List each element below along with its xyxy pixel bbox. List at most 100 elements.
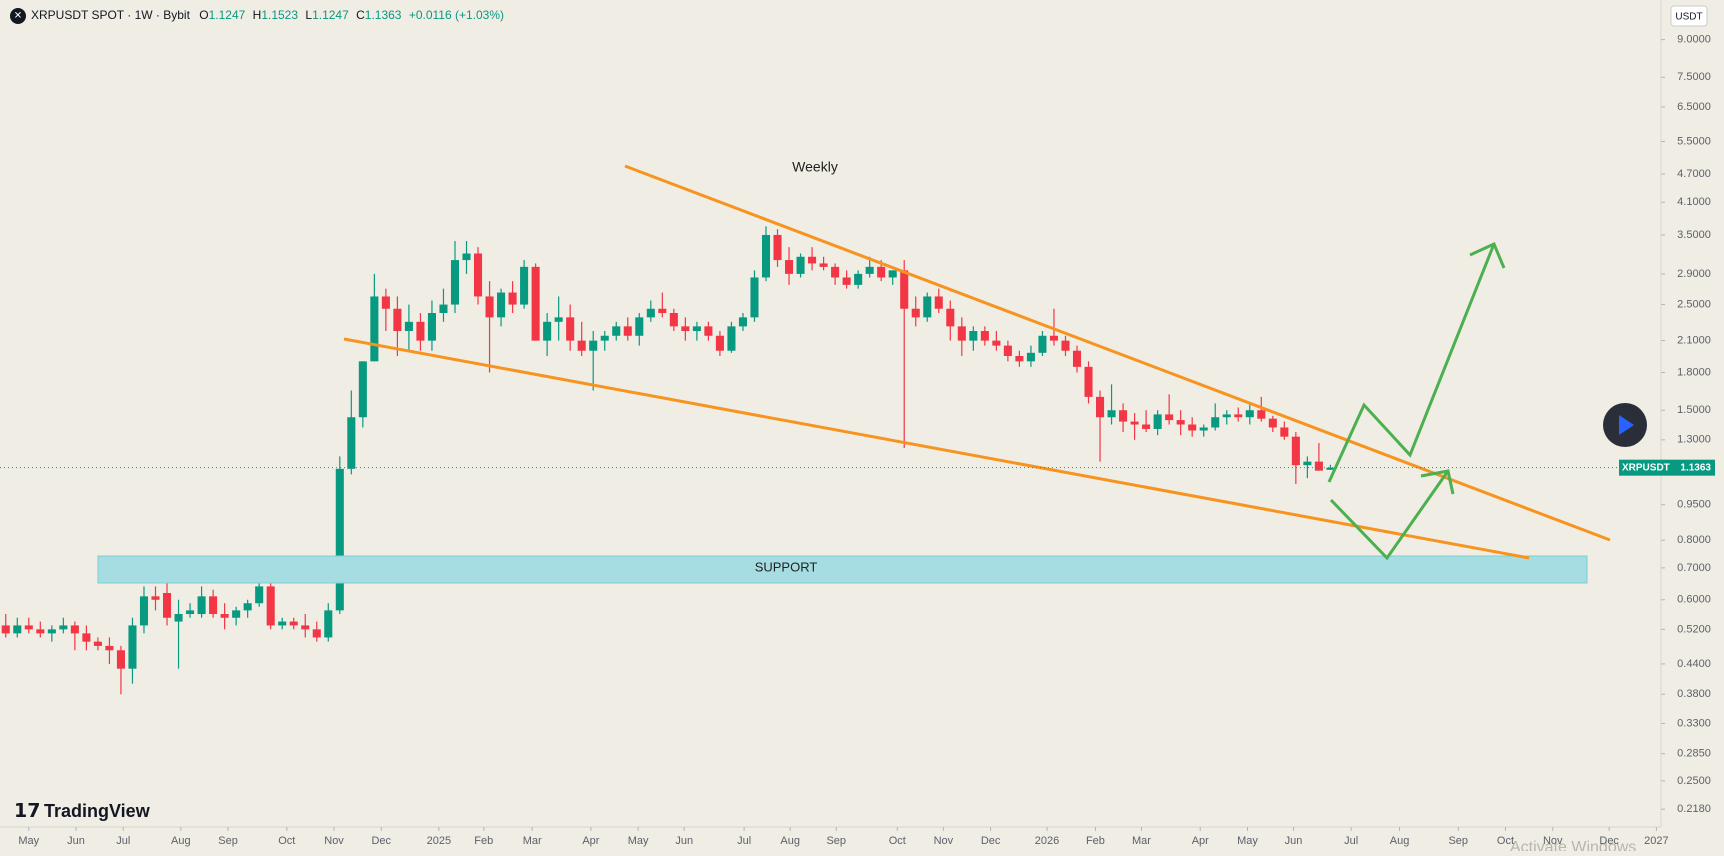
x-tick-label: Feb xyxy=(1086,835,1105,847)
candle-body xyxy=(1303,461,1312,466)
x-tick-label: Jun xyxy=(675,835,693,847)
candle-body xyxy=(531,266,540,341)
x-tick-label: Oct xyxy=(889,835,906,847)
y-tick-label: 1.5000 xyxy=(1677,404,1711,416)
support-label: SUPPORT xyxy=(755,559,818,574)
upper-trendline xyxy=(624,164,1611,542)
l-label: L xyxy=(305,8,312,22)
y-tick-label: 0.3800 xyxy=(1677,688,1711,700)
candle-body xyxy=(554,317,563,322)
candle-body xyxy=(1072,350,1082,367)
candle-body xyxy=(681,326,690,332)
candle-body xyxy=(1096,396,1105,418)
y-tick-label: 3.5000 xyxy=(1677,229,1711,241)
candle-body xyxy=(692,326,701,332)
alt-arrow xyxy=(1329,470,1450,561)
y-tick-label: 2.9000 xyxy=(1677,268,1711,280)
candle-body xyxy=(278,621,287,626)
y-tick-label: 0.2180 xyxy=(1677,803,1711,815)
candle-body xyxy=(174,614,183,622)
candle-body xyxy=(589,340,598,351)
lower-trendline xyxy=(343,337,1530,560)
x-tick-label: Sep xyxy=(1448,835,1468,847)
candle-body xyxy=(36,629,45,634)
candle-body xyxy=(1026,352,1035,362)
x-tick-label: Aug xyxy=(171,835,191,847)
candle-body xyxy=(934,296,943,309)
candle-body xyxy=(992,340,1001,346)
candle-body xyxy=(1176,420,1185,425)
candle-body xyxy=(1268,418,1277,428)
up-arrow xyxy=(1327,243,1496,483)
currency-button[interactable] xyxy=(1670,5,1708,27)
y-tick-label: 0.2500 xyxy=(1677,775,1711,787)
candle-body xyxy=(785,260,794,274)
candle-body xyxy=(473,253,483,297)
candle-body xyxy=(485,296,494,318)
candle-body xyxy=(335,468,344,611)
candle-body xyxy=(1130,421,1139,425)
candle-body xyxy=(623,326,632,336)
candle-body xyxy=(1107,410,1116,418)
candle-body xyxy=(715,335,724,351)
candle-body xyxy=(370,296,379,362)
c-value: 1.1363 xyxy=(365,8,402,22)
x-tick-label: 2025 xyxy=(427,835,451,847)
symbol: XRPUSDT SPOT · 1W · Bybit xyxy=(31,8,191,22)
candle-body xyxy=(635,317,644,336)
candle-body xyxy=(796,256,805,274)
candle-body xyxy=(347,417,356,469)
candle-body xyxy=(1061,340,1070,351)
candle-body xyxy=(704,326,713,336)
candle-body xyxy=(888,270,897,278)
y-tick-label: 0.7000 xyxy=(1677,562,1711,574)
candle-body xyxy=(404,321,413,332)
candle-body xyxy=(324,610,333,638)
candle-body xyxy=(1015,355,1024,362)
candle-body xyxy=(139,596,149,626)
candle-body xyxy=(1326,467,1335,470)
candle-body xyxy=(969,331,978,341)
x-tick-label: Apr xyxy=(582,835,599,847)
candle-body xyxy=(462,253,471,261)
y-tick-label: 7.5000 xyxy=(1677,71,1711,83)
candle-body xyxy=(116,650,125,669)
candle-body xyxy=(508,292,517,305)
y-tick-label: 0.9500 xyxy=(1677,499,1711,511)
x-tick-label: May xyxy=(628,835,649,847)
candle-body xyxy=(243,603,252,611)
candle-body xyxy=(93,641,102,646)
x-tick-label: Nov xyxy=(1543,835,1563,847)
candle-body xyxy=(1245,410,1254,418)
candle-body xyxy=(128,625,137,669)
candle-body xyxy=(416,321,425,341)
x-tick-label: Mar xyxy=(523,835,542,847)
c-label: C xyxy=(356,8,365,22)
price-tag: XRPUSDT 1.1363 xyxy=(1619,459,1715,476)
candle-body xyxy=(1165,414,1174,421)
candle-body xyxy=(266,586,275,626)
y-tick-label: 1.3000 xyxy=(1677,434,1711,446)
candle-body xyxy=(1234,414,1243,418)
candle-body xyxy=(980,331,989,341)
candle-body xyxy=(1003,345,1012,356)
candle-body xyxy=(59,625,68,630)
x-tick-label: Sep xyxy=(826,835,846,847)
candle-body xyxy=(750,277,759,318)
candle-body xyxy=(358,361,367,418)
candle-body xyxy=(923,296,932,318)
y-tick-label: 0.3300 xyxy=(1677,717,1711,729)
y-tick-label: 0.4400 xyxy=(1677,658,1711,670)
play-icon xyxy=(1619,415,1634,435)
candle-body xyxy=(162,592,172,618)
candle-body xyxy=(1257,410,1266,419)
candle-body xyxy=(1211,417,1220,428)
x-tick-label: Jun xyxy=(67,835,85,847)
candle-body xyxy=(957,326,966,341)
x-tick-label: Jul xyxy=(1344,835,1358,847)
x-tick-label: Jun xyxy=(1285,835,1303,847)
candle-body xyxy=(232,610,241,618)
y-tick-label: 2.1000 xyxy=(1677,335,1711,347)
price-tag-bg xyxy=(1619,459,1715,476)
